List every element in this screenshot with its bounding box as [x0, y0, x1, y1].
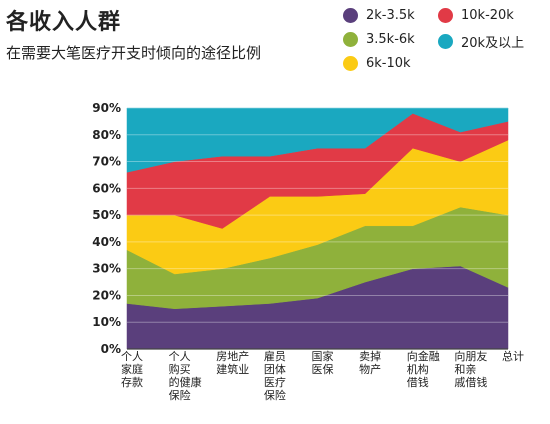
x-tick-label: 卖掉物产	[359, 349, 381, 376]
x-tick-label: 雇员团体医疗保险	[264, 349, 286, 402]
y-tick-label: 30%	[92, 262, 121, 276]
legend-swatch	[438, 8, 453, 23]
y-tick-label: 70%	[92, 155, 121, 169]
x-tick-label: 向金融机构借钱	[407, 349, 440, 389]
y-tick-label: 0%	[101, 342, 121, 356]
y-tick-label: 50%	[92, 208, 121, 222]
series-area-20k及以上	[126, 107, 509, 173]
legend-item: 6k-10k	[343, 56, 411, 71]
legend-item: 20k及以上	[438, 32, 524, 51]
y-tick-label: 60%	[92, 181, 121, 195]
y-tick-label: 80%	[92, 128, 121, 142]
legend-item: 10k-20k	[438, 8, 514, 23]
x-tick-label: 个人家庭存款	[121, 350, 143, 389]
legend-item: 2k-3.5k	[343, 8, 415, 23]
x-tick-label: 总计	[502, 349, 524, 363]
x-tick-label: 向朋友和亲戚借钱	[454, 349, 487, 389]
legend-label: 3.5k-6k	[366, 32, 415, 47]
legend-swatch	[343, 56, 358, 71]
legend-label: 6k-10k	[366, 56, 411, 71]
y-tick-label: 10%	[92, 315, 121, 329]
y-tick-label: 40%	[92, 235, 121, 249]
legend-label: 20k及以上	[461, 36, 525, 51]
legend-label: 2k-3.5k	[366, 8, 415, 23]
legend-swatch	[343, 32, 358, 47]
y-tick-label: 20%	[92, 288, 121, 302]
chart-title: 各收入人群	[6, 10, 122, 35]
chart-subtitle: 在需要大笔医疗开支时倾向的途径比例	[6, 44, 262, 62]
legend-swatch	[343, 8, 358, 23]
x-tick-label: 国家医保	[312, 349, 334, 376]
legend-swatch	[438, 34, 453, 49]
legend: 2k-3.5k 10k-20k 3.5k-6k 20k及以上 6k-10k	[343, 8, 548, 88]
legend-label: 10k-20k	[461, 8, 514, 23]
legend-item: 3.5k-6k	[343, 32, 415, 47]
y-tick-label: 90%	[92, 101, 121, 115]
x-tick-label: 房地产建筑业	[216, 349, 249, 376]
x-tick-label: 个人购买的健康保险	[169, 350, 202, 402]
